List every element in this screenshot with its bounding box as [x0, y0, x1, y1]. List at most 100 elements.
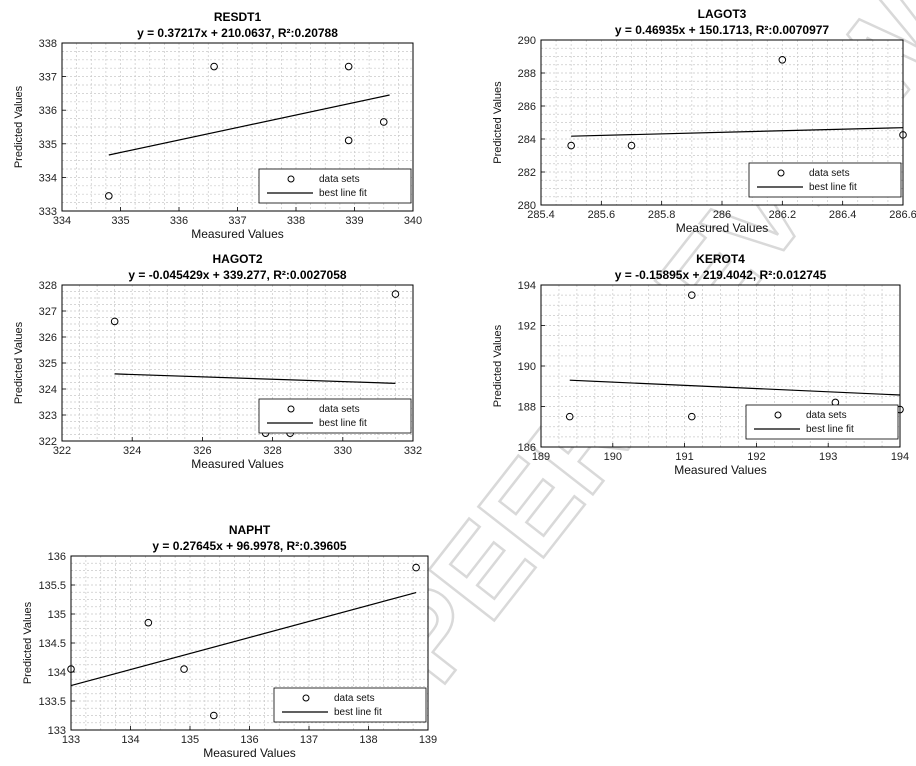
x-tick-label: 192 — [747, 451, 765, 463]
data-point — [379, 118, 388, 126]
x-tick-label: 190 — [604, 451, 622, 463]
chart-panel-lagot3: 285.4 285.6 285.8 286 286.2 286.4 286.6 280 282 2… — [492, 7, 916, 235]
legend-label-best-line-fit: best line fit — [806, 424, 854, 435]
y-tick-label: 325 — [39, 358, 57, 370]
y-tick-label: 335 — [39, 139, 57, 151]
x-tick-label: 194 — [891, 451, 909, 463]
y-tick-label: 336 — [39, 105, 57, 117]
legend-label-best-line-fit: best line fit — [334, 707, 382, 718]
data-point — [210, 62, 218, 71]
legend — [258, 398, 412, 434]
legend-marker-circle-icon — [287, 175, 295, 183]
y-tick-label: 194 — [518, 280, 536, 292]
best-fit-line — [114, 373, 396, 384]
y-tick-label: 334 — [39, 172, 57, 184]
x-tick-label: 334 — [53, 215, 71, 227]
x-axis-label: Measured Values — [674, 463, 767, 477]
y-tick-label: 324 — [39, 384, 57, 396]
y-axis-label: Predicted Values — [13, 321, 25, 404]
x-tick-label: 191 — [675, 451, 693, 463]
data-point — [778, 56, 787, 64]
y-tick-label: 188 — [518, 402, 536, 414]
legend — [748, 162, 902, 198]
legend — [258, 168, 412, 204]
x-tick-label: 135 — [181, 734, 199, 746]
x-tick-label: 286.4 — [829, 209, 857, 221]
data-point — [567, 141, 575, 150]
y-tick-label: 282 — [518, 167, 536, 179]
legend-marker-circle-icon — [777, 169, 785, 177]
data-point — [105, 192, 113, 200]
chart-title: NAPHT — [229, 523, 271, 537]
legend-label-data-sets: data sets — [319, 404, 360, 415]
chart-panel-kerot4: 189 190 191 192 193 194 186 188 190 192 194 KEROT4 y… — [492, 252, 909, 477]
x-tick-label: 139 — [419, 734, 437, 746]
best-fit-line — [569, 379, 901, 396]
x-tick-label: 330 — [334, 445, 352, 457]
y-tick-label: 288 — [518, 68, 536, 80]
legend-label-best-line-fit: best line fit — [809, 182, 857, 193]
y-tick-label: 327 — [39, 306, 57, 318]
chart-title: RESDT1 — [214, 10, 262, 24]
chart-panel-napht: 133 134 135 136 137 138 139 133 133.5 134 134.5 135… — [22, 523, 437, 760]
x-tick-label: 133 — [62, 734, 80, 746]
y-axis-label: Predicted Values — [13, 85, 25, 168]
y-tick-label: 333 — [39, 206, 57, 218]
legend-label-best-line-fit: best line fit — [319, 188, 367, 199]
x-tick-label: 340 — [404, 215, 422, 227]
y-axis-label: Predicted Values — [492, 324, 504, 407]
regression-equation: y = -0.045429x + 339.277, R²:0.0027058 — [128, 268, 347, 282]
x-tick-label: 285.8 — [648, 209, 676, 221]
x-tick-label: 285.4 — [527, 209, 555, 221]
y-axis-label: Predicted Values — [492, 81, 504, 164]
regression-equation: y = 0.27645x + 96.9978, R²:0.39605 — [152, 539, 346, 553]
y-tick-label: 135.5 — [38, 580, 66, 592]
y-tick-label: 290 — [518, 35, 536, 47]
x-tick-label: 322 — [53, 445, 71, 457]
x-tick-label: 137 — [300, 734, 318, 746]
data-point — [627, 141, 636, 150]
y-axis-label: Predicted Values — [22, 601, 34, 684]
x-tick-label: 339 — [345, 215, 363, 227]
data-point — [412, 563, 420, 572]
x-tick-label: 328 — [263, 445, 281, 457]
x-tick-label: 285.6 — [588, 209, 616, 221]
legend-marker-circle-icon — [287, 405, 295, 413]
y-tick-label: 133 — [48, 725, 66, 737]
x-tick-label: 336 — [170, 215, 188, 227]
x-axis-label: Measured Values — [191, 227, 284, 241]
chart-panel-resdt1: 334 335 336 337 338 339 340333334335336337338R… — [13, 10, 422, 241]
y-tick-label: 134 — [48, 667, 66, 679]
data-point — [565, 412, 574, 421]
legend — [273, 687, 427, 723]
x-axis-label: Measured Values — [203, 746, 296, 760]
chart-title: LAGOT3 — [698, 7, 747, 21]
data-point — [344, 136, 353, 145]
legend-label-data-sets: data sets — [806, 410, 847, 421]
y-tick-label: 192 — [518, 321, 536, 333]
y-tick-label: 186 — [518, 442, 536, 454]
x-tick-label: 337 — [228, 215, 246, 227]
y-tick-label: 322 — [39, 436, 57, 448]
data-point — [180, 665, 188, 673]
y-tick-label: 280 — [518, 200, 536, 212]
regression-equation: y = 0.46935x + 150.1713, R²:0.0070977 — [615, 23, 830, 37]
y-tick-label: 337 — [39, 72, 57, 84]
legend-label-data-sets: data sets — [809, 168, 850, 179]
best-fit-line — [108, 94, 390, 156]
y-tick-label: 133.5 — [38, 696, 66, 708]
y-tick-label: 323 — [39, 410, 57, 422]
data-point — [687, 412, 696, 421]
x-tick-label: 324 — [123, 445, 141, 457]
data-point — [687, 291, 696, 299]
data-point — [899, 131, 907, 139]
y-tick-label: 135 — [48, 609, 66, 621]
chart-panel-hagot2: 322 324 326 328 330 332 322 323 324 325 326 327 328 H… — [13, 252, 422, 471]
x-tick-label: 189 — [532, 451, 550, 463]
legend-label-best-line-fit: best line fit — [319, 418, 367, 429]
x-tick-label: 332 — [404, 445, 422, 457]
data-point — [344, 62, 353, 71]
x-tick-label: 338 — [287, 215, 305, 227]
x-tick-label: 286.6 — [889, 209, 916, 221]
regression-equation: y = -0.15895x + 219.4042, R²:0.012745 — [615, 268, 827, 282]
